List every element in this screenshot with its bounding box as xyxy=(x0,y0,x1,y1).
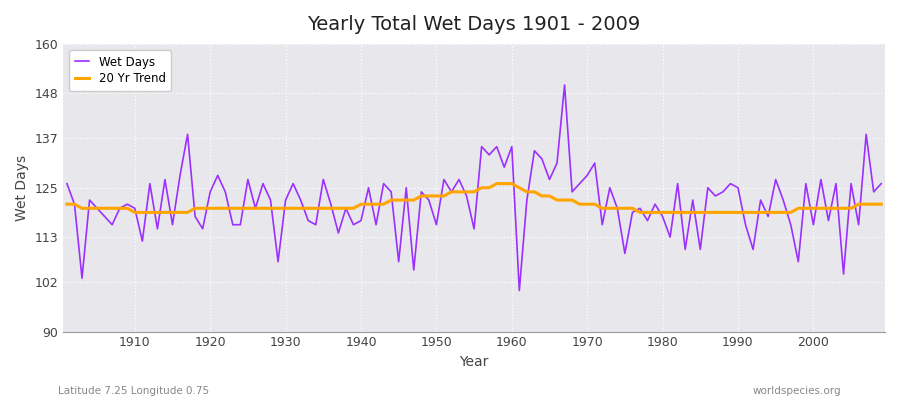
Wet Days xyxy=(559,82,570,87)
20 Yr Trend xyxy=(340,206,351,211)
Line: Wet Days: Wet Days xyxy=(67,85,881,290)
Wet Days xyxy=(333,230,344,235)
Legend: Wet Days, 20 Yr Trend: Wet Days, 20 Yr Trend xyxy=(69,50,172,91)
20 Yr Trend xyxy=(491,181,502,186)
20 Yr Trend xyxy=(61,202,72,206)
Text: Latitude 7.25 Longitude 0.75: Latitude 7.25 Longitude 0.75 xyxy=(58,386,210,396)
Wet Days xyxy=(61,181,72,186)
20 Yr Trend xyxy=(521,190,532,194)
Wet Days xyxy=(507,144,517,149)
20 Yr Trend xyxy=(295,206,306,211)
20 Yr Trend xyxy=(122,206,132,211)
20 Yr Trend xyxy=(876,202,886,206)
Wet Days xyxy=(612,206,623,211)
20 Yr Trend xyxy=(612,206,623,211)
Y-axis label: Wet Days: Wet Days xyxy=(15,155,29,221)
Wet Days xyxy=(499,165,509,170)
20 Yr Trend xyxy=(514,185,525,190)
Wet Days xyxy=(876,181,886,186)
Title: Yearly Total Wet Days 1901 - 2009: Yearly Total Wet Days 1901 - 2009 xyxy=(308,15,641,34)
Wet Days xyxy=(122,202,132,206)
Wet Days xyxy=(288,181,299,186)
Line: 20 Yr Trend: 20 Yr Trend xyxy=(67,184,881,212)
Text: worldspecies.org: worldspecies.org xyxy=(753,386,842,396)
20 Yr Trend xyxy=(130,210,140,215)
X-axis label: Year: Year xyxy=(459,355,489,369)
Wet Days xyxy=(514,288,525,293)
